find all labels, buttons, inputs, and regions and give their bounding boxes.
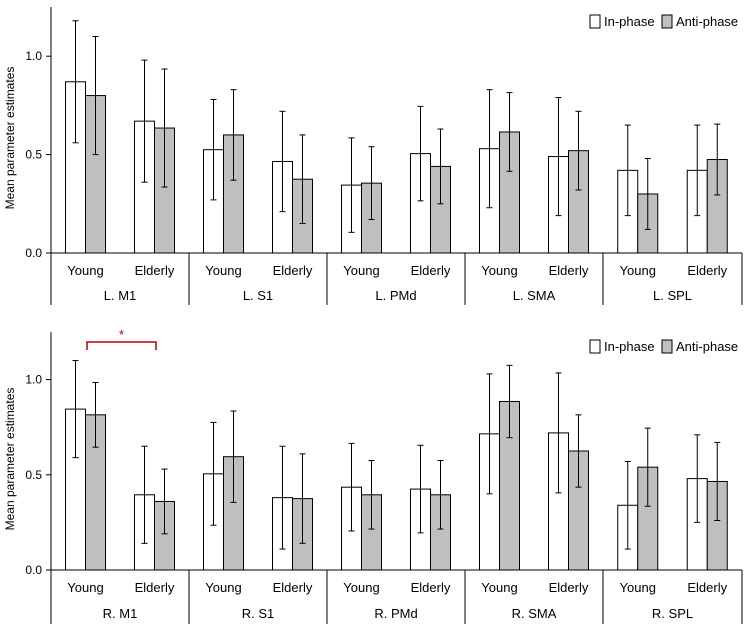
category-label: Young bbox=[67, 263, 103, 278]
category-label: Young bbox=[620, 263, 656, 278]
category-label: Elderly bbox=[273, 263, 313, 278]
y-axis-label: Mean parameter estimates bbox=[3, 67, 17, 210]
legend: In-phase Anti-phase bbox=[589, 14, 738, 29]
legend-swatch-anti-phase bbox=[661, 14, 673, 29]
region-label: L. SPL bbox=[653, 288, 692, 303]
category-label: Elderly bbox=[411, 263, 451, 278]
category-label: Elderly bbox=[687, 263, 727, 278]
category-label: Young bbox=[343, 263, 379, 278]
category-label: Young bbox=[481, 263, 517, 278]
y-tick-label: 0.0 bbox=[25, 563, 42, 577]
legend: In-phase Anti-phase bbox=[589, 339, 738, 354]
category-label: Elderly bbox=[135, 580, 175, 595]
category-label: Young bbox=[67, 580, 103, 595]
y-tick-label: 0.5 bbox=[25, 148, 42, 162]
legend-swatch-anti-phase bbox=[661, 339, 673, 354]
significance-bracket-line bbox=[86, 341, 157, 350]
region-label: R. S1 bbox=[242, 606, 275, 621]
y-axis-label: Mean parameter estimates bbox=[3, 388, 17, 531]
legend-label-in-phase: In-phase bbox=[604, 14, 655, 29]
legend-label-anti-phase: Anti-phase bbox=[676, 339, 738, 354]
region-label: R. SPL bbox=[652, 606, 693, 621]
legend-label-anti-phase: Anti-phase bbox=[676, 14, 738, 29]
category-label: Elderly bbox=[411, 580, 451, 595]
category-label: Elderly bbox=[273, 580, 313, 595]
significance-bracket: * bbox=[86, 327, 157, 350]
category-label: Elderly bbox=[549, 263, 589, 278]
y-tick-label: 1.0 bbox=[25, 49, 42, 63]
y-tick-label: 0.0 bbox=[25, 246, 42, 260]
significance-marker: * bbox=[119, 327, 124, 342]
region-label: R. M1 bbox=[103, 606, 138, 621]
category-label: Elderly bbox=[549, 580, 589, 595]
category-label: Young bbox=[481, 580, 517, 595]
category-label: Young bbox=[620, 580, 656, 595]
region-label: L. M1 bbox=[104, 288, 137, 303]
region-label: L. S1 bbox=[243, 288, 273, 303]
legend-swatch-in-phase bbox=[589, 339, 601, 354]
y-tick-label: 1.0 bbox=[25, 373, 42, 387]
region-label: L. SMA bbox=[513, 288, 556, 303]
y-tick-label: 0.5 bbox=[25, 468, 42, 482]
category-label: Elderly bbox=[687, 580, 727, 595]
category-label: Young bbox=[205, 263, 241, 278]
category-label: Young bbox=[205, 580, 241, 595]
region-label: R. PMd bbox=[374, 606, 417, 621]
legend-swatch-in-phase bbox=[589, 14, 601, 29]
category-label: Elderly bbox=[135, 263, 175, 278]
region-label: R. SMA bbox=[512, 606, 557, 621]
region-label: L. PMd bbox=[375, 288, 416, 303]
legend-label-in-phase: In-phase bbox=[604, 339, 655, 354]
category-label: Young bbox=[343, 580, 379, 595]
